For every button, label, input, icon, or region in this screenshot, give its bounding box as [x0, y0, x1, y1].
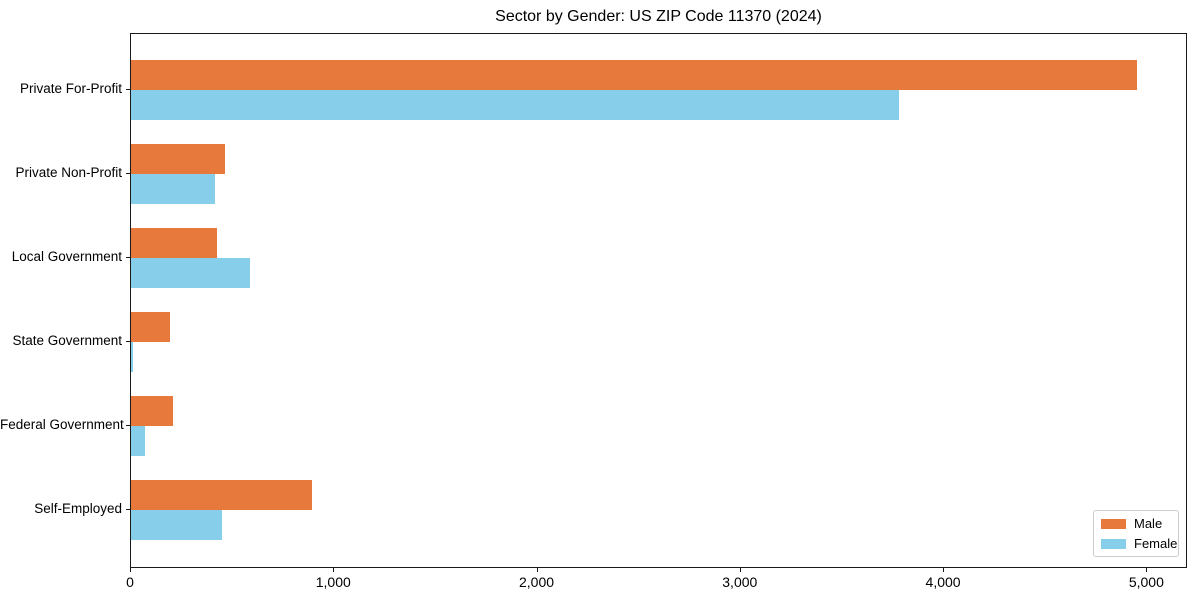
bar-female-self-employed: [131, 509, 223, 540]
legend-swatch-male: [1101, 518, 1126, 529]
y-axis-label-private-non-profit: Private Non-Profit: [15, 164, 122, 180]
x-tick-mark: [739, 568, 741, 572]
x-tick-label-2-000: 2,000: [519, 574, 555, 590]
legend-item-female: Female: [1101, 536, 1177, 551]
bar-female-local-government: [131, 257, 250, 288]
y-axis-label-local-government: Local Government: [11, 248, 122, 264]
x-tick-mark: [536, 568, 538, 572]
y-axis-label-private-for-profit: Private For-Profit: [19, 80, 122, 96]
y-tick-mark: [126, 256, 130, 258]
legend-swatch-female: [1101, 538, 1126, 549]
y-tick-mark: [126, 508, 130, 510]
legend-item-male: Male: [1101, 516, 1170, 531]
x-tick-label-5-000: 5,000: [1128, 574, 1164, 590]
bar-male-private-for-profit: [131, 59, 1138, 90]
y-axis-label-state-government: State Government: [12, 332, 122, 348]
y-tick-mark: [126, 340, 130, 342]
y-tick-mark: [126, 424, 130, 426]
bar-female-federal-government: [131, 425, 146, 456]
bar-male-private-non-profit: [131, 143, 225, 174]
bar-male-state-government: [131, 311, 170, 342]
bar-male-federal-government: [131, 395, 173, 426]
y-tick-mark: [126, 172, 130, 174]
x-tick-mark: [943, 568, 945, 572]
plot-area: [130, 33, 1187, 568]
y-axis-label-self-employed: Self-Employed: [34, 500, 122, 516]
x-tick-label-1-000: 1,000: [315, 574, 351, 590]
x-tick-label-0: 0: [126, 574, 134, 590]
y-tick-mark: [126, 88, 130, 90]
bar-male-self-employed: [131, 479, 312, 510]
bar-female-private-for-profit: [131, 89, 900, 120]
x-tick-label-3-000: 3,000: [722, 574, 758, 590]
x-tick-mark: [130, 568, 131, 572]
legend: Male Female: [1093, 510, 1179, 557]
x-tick-mark: [333, 568, 335, 572]
chart-title: Sector by Gender: US ZIP Code 11370 (202…: [495, 8, 822, 25]
legend-label-female: Female: [1134, 536, 1178, 551]
bar-male-local-government: [131, 227, 218, 258]
x-tick-mark: [1146, 568, 1148, 572]
legend-label-male: Male: [1134, 516, 1163, 531]
bar-female-private-non-profit: [131, 173, 216, 204]
x-tick-label-4-000: 4,000: [925, 574, 961, 590]
y-axis-label-federal-government: Federal Government: [0, 416, 124, 432]
bar-female-state-government: [131, 341, 133, 372]
